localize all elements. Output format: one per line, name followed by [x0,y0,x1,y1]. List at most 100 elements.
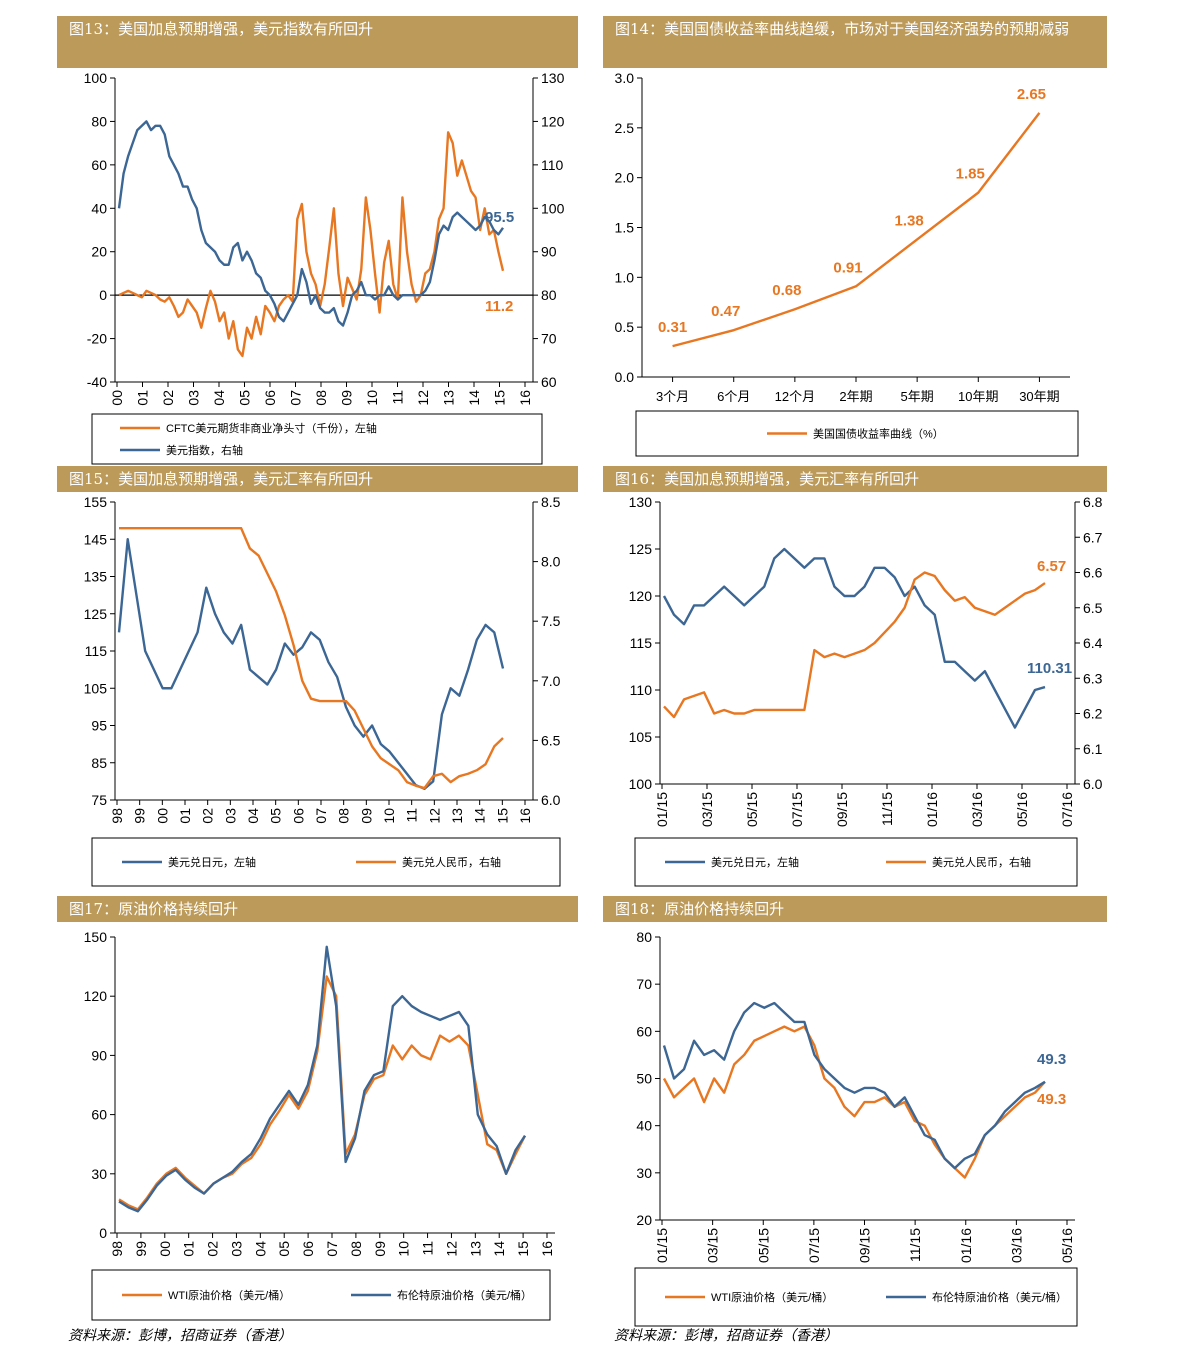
x-tick-label: 03 [228,1241,244,1257]
y-tick-label-left: 95 [91,718,107,734]
series-line-0 [672,112,1041,348]
series-line-1 [117,120,504,327]
x-tick-label: 30年期 [1019,389,1059,404]
x-tick-label: 00 [154,808,170,824]
x-tick-label: 05/15 [755,1228,771,1263]
y-tick-label-left: 130 [629,494,653,510]
data-label: 0.31 [658,319,687,336]
y-tick-label-right: 6.5 [541,732,561,748]
chart14-title: 图14：美国国债收益率曲线趋缓，市场对于美国经济强势的预期减弱 [603,16,1107,68]
y-tick-label-left: 40 [91,200,107,216]
x-tick-label: 01/16 [958,1228,974,1263]
x-tick-label: 15 [492,390,508,406]
y-tick-label-left: 0.0 [615,369,635,385]
x-tick-label: 09 [339,390,355,406]
x-tick-label: 03/15 [705,1228,721,1263]
x-tick-label: 13 [467,1241,483,1257]
legend-box [634,837,1078,887]
legend-label: 美元指数，右轴 [166,443,243,457]
legend-box [91,837,561,887]
series-line-0 [662,1025,1046,1179]
chart17-oil-long: 0 30 60 90 120 150 98 99 00 01 02 03 04 05 06 07 08 09 10 1… [84,929,555,1321]
y-tick-label-left: 110 [630,682,653,698]
x-tick-label: 07/15 [806,1228,822,1263]
y-tick-label-left: 85 [91,755,107,771]
x-tick-label: 15 [494,808,510,824]
x-tick-label: 05 [237,390,253,406]
legend-label: CFTC美元期货非商业净头寸（千份），左轴 [166,421,377,435]
y-tick-label-right: 6.2 [1083,706,1103,722]
x-tick-label: 13 [449,808,465,824]
x-tick-label: 99 [133,1241,149,1257]
y-tick-label-right: 6.7 [1083,529,1103,545]
y-tick-label-left: 155 [84,494,108,510]
y-tick-label-right: 120 [541,113,565,129]
chart15-title: 图15：美国加息预期增强，美元汇率有所回升 [57,466,578,492]
y-tick-label-right: 7.0 [541,673,561,689]
x-tick-label: 12 [415,390,431,406]
legend-label: 美元兑人民币，右轴 [402,855,501,869]
x-tick-label: 02 [200,808,216,824]
y-tick-label-left: 80 [636,929,652,945]
legend-label: 美元兑日元，左轴 [711,855,799,869]
end-value-label: 49.3 [1037,1091,1066,1108]
y-tick-label-left: 30 [91,1166,107,1182]
y-tick-label-right: 130 [541,70,565,86]
x-tick-label: 13 [441,390,457,406]
x-tick-label: 03 [222,808,238,824]
y-tick-label-left: 2.0 [615,170,635,186]
end-value-label: 6.57 [1037,558,1066,575]
y-tick-label-right: 6.5 [1083,600,1103,616]
y-tick-label-left: 150 [84,929,108,945]
y-tick-label-left: 105 [629,729,653,745]
y-tick-label-left: 100 [84,70,108,86]
y-tick-label-right: 6.0 [541,792,561,808]
chart16-title: 图16：美国加息预期增强，美元汇率有所回升 [603,466,1107,492]
x-tick-label: 02 [205,1241,221,1257]
x-tick-label: 01 [177,808,193,824]
y-tick-label-right: 8.5 [541,494,561,510]
x-tick-label: 11 [390,390,406,405]
y-tick-label-left: 0 [99,1225,107,1241]
data-label: 0.68 [772,282,801,299]
x-tick-label: 10 [396,1241,412,1257]
y-tick-label-left: 60 [636,1023,652,1039]
x-tick-label: 06 [290,808,306,824]
x-tick-label: 16 [517,390,533,406]
y-tick-label-left: 120 [84,988,108,1004]
x-tick-label: 09/15 [857,1228,873,1263]
y-tick-label-right: 6.4 [1083,635,1103,651]
x-tick-label: 07 [288,390,304,406]
legend-box [634,1267,1078,1327]
legend-label: WTI原油价格（美元/桶） [711,1290,833,1304]
x-tick-label: 3个月 [656,389,689,404]
legend-label: 布伦特原油价格（美元/桶） [932,1290,1067,1304]
chart13-usd-index: -40-200204060801006070809010011012013000… [84,70,565,465]
legend-label: 美元兑人民币，右轴 [932,855,1031,869]
series-line-0 [662,547,1046,729]
x-tick-label: 12个月 [775,389,815,404]
x-tick-label: 06 [262,390,278,406]
x-tick-label: 09 [372,1241,388,1257]
y-tick-label-left: 20 [636,1212,652,1228]
chart18-title: 图18：原油价格持续回升 [603,896,1107,922]
x-tick-label: 11/15 [879,792,895,826]
y-tick-label-right: 6.0 [1083,776,1103,792]
y-tick-label-left: 60 [91,1107,107,1123]
y-tick-label-right: 6.8 [1083,494,1103,510]
y-tick-label-left: 135 [84,569,108,585]
x-tick-label: 03 [186,390,202,406]
source-note-right: 资料来源：彭博，招商证券（香港） [614,1328,838,1344]
x-tick-label: 14 [472,808,488,824]
y-tick-label-left: 90 [91,1047,107,1063]
x-tick-label: 6个月 [717,389,750,404]
y-tick-label-left: 1.0 [615,269,635,285]
end-value-label: 110.31 [1027,660,1072,677]
y-tick-label-left: 100 [629,776,653,792]
x-tick-label: 07/16 [1059,792,1075,827]
legend-box [91,1269,551,1321]
x-tick-label: 01/15 [654,1228,670,1263]
y-tick-label-left: 75 [91,792,107,808]
series-line-0 [118,131,505,358]
y-tick-label-left: 2.5 [615,120,635,136]
